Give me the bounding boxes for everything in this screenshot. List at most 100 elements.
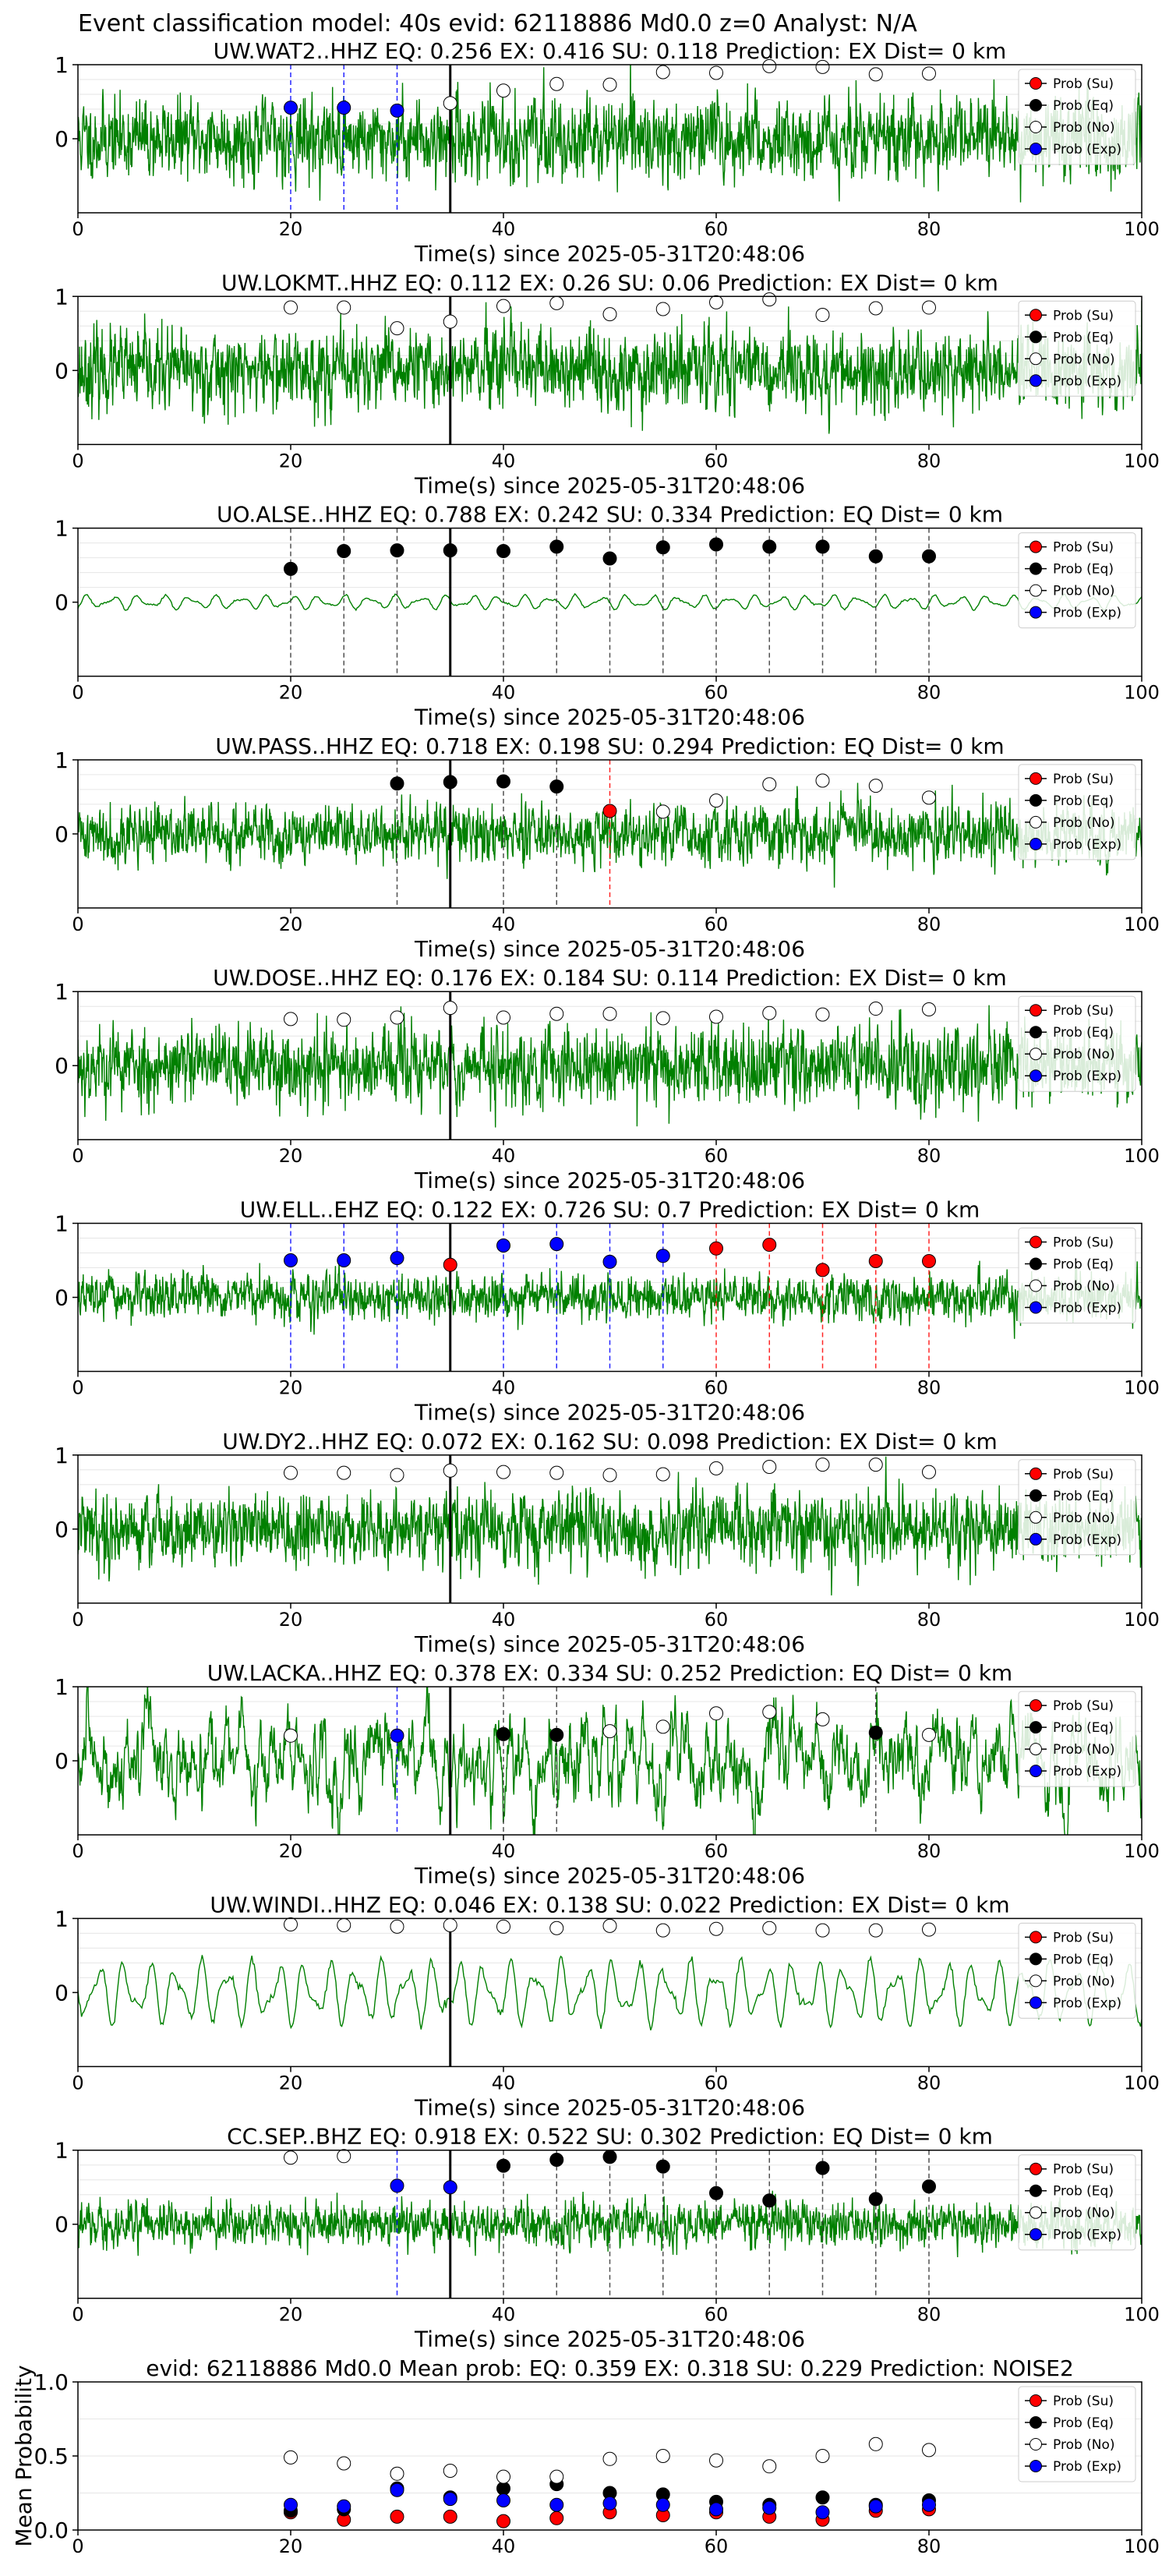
prob-point-no: [602, 1006, 617, 1021]
prob-point-no: [815, 1007, 830, 1022]
prob-point-eq: [496, 774, 510, 789]
prob-point-no: [868, 1458, 883, 1472]
legend-marker-no: [1029, 1048, 1042, 1061]
prob-point-no: [922, 66, 936, 81]
legend-marker-eq: [1029, 1489, 1042, 1502]
x-tick-label: 40: [492, 1840, 516, 1862]
x-tick-label: 80: [917, 1609, 941, 1631]
x-tick-label: 60: [705, 1609, 729, 1631]
prob-point-eq: [922, 549, 936, 564]
legend-label: Prob (No): [1053, 584, 1115, 599]
prob-point-exp: [496, 1239, 510, 1253]
mean-point-no: [549, 2469, 564, 2484]
x-tick-label: 0: [72, 2535, 83, 2557]
x-tick-label: 60: [705, 218, 729, 240]
legend-marker-su: [1029, 1931, 1042, 1944]
x-tick-label: 20: [279, 913, 303, 935]
prob-point-no: [922, 300, 936, 315]
mean-point-no: [443, 2464, 457, 2478]
x-tick-label: 100: [1124, 1377, 1160, 1399]
prob-point-no: [443, 1001, 457, 1016]
prob-point-no: [655, 1467, 670, 1482]
legend-label: Prob (Eq): [1053, 2184, 1114, 2200]
legend-label: Prob (Exp): [1053, 606, 1121, 621]
x-tick-label: 20: [279, 2304, 303, 2326]
legend-label: Prob (No): [1053, 1742, 1115, 1758]
mean-point-eq: [815, 2490, 830, 2505]
x-tick-label: 0: [72, 913, 83, 935]
prob-point-su: [602, 804, 617, 818]
prob-point-no: [762, 292, 777, 307]
prob-point-no: [868, 779, 883, 793]
legend: Prob (Su) Prob (Eq) Prob (No) Prob (Exp): [1018, 764, 1136, 860]
prob-point-eq: [284, 561, 298, 576]
x-tick-label: 20: [279, 1609, 303, 1631]
prob-point-no: [549, 1921, 564, 1935]
prob-point-eq: [443, 775, 457, 790]
x-tick-label: 60: [705, 450, 729, 472]
legend-label: Prob (No): [1053, 1279, 1115, 1295]
y-tick-label: 0: [55, 1748, 69, 1774]
mean-point-exp: [496, 2493, 510, 2507]
legend-marker-no: [1029, 1511, 1042, 1524]
legend-marker-exp: [1029, 143, 1042, 155]
prob-point-exp: [337, 1253, 351, 1267]
prob-point-no: [868, 301, 883, 316]
legend-marker-no: [1029, 352, 1042, 366]
panel-title: UW.WINDI..HHZ EQ: 0.046 EX: 0.138 SU: 0.…: [210, 1892, 1009, 1917]
legend-marker-eq: [1029, 330, 1042, 344]
station-panel: UW.DOSE..HHZ EQ: 0.176 EX: 0.184 SU: 0.1…: [55, 965, 1160, 1193]
x-tick-label: 0: [72, 2072, 83, 2094]
prob-point-no: [655, 1719, 670, 1734]
mean-point-su: [443, 2509, 457, 2524]
y-tick-label: 1: [55, 747, 69, 773]
y-axis-label: Mean Probability: [11, 2365, 37, 2546]
x-tick-label: 100: [1124, 1145, 1160, 1167]
x-tick-label: 20: [279, 682, 303, 704]
panel-title: UW.WAT2..HHZ EQ: 0.256 EX: 0.416 SU: 0.1…: [214, 38, 1007, 64]
x-tick-label: 60: [705, 2304, 729, 2326]
x-tick-label: 60: [705, 2535, 729, 2557]
legend-box: [1018, 764, 1136, 860]
x-tick-label: 40: [492, 450, 516, 472]
y-tick-label: 0: [55, 2212, 69, 2238]
legend-box: [1018, 2386, 1136, 2482]
prob-point-eq: [655, 540, 670, 555]
legend-label: Prob (No): [1053, 2206, 1115, 2221]
x-tick-label: 40: [492, 1609, 516, 1631]
prob-point-no: [390, 1010, 404, 1025]
prob-point-no: [815, 1712, 830, 1726]
prob-point-no: [496, 83, 510, 98]
legend-label: Prob (Su): [1053, 1467, 1114, 1482]
prob-point-no: [284, 1465, 298, 1480]
prob-point-no: [443, 96, 457, 111]
legend-label: Prob (Su): [1053, 2162, 1114, 2178]
legend-label: Prob (Eq): [1053, 2415, 1114, 2431]
y-tick-label: 1: [55, 979, 69, 1005]
prob-point-no: [655, 1923, 670, 1938]
legend-label: Prob (Su): [1053, 76, 1114, 92]
y-tick-label: 0.0: [34, 2518, 69, 2543]
prob-point-eq: [868, 1726, 883, 1740]
legend-box: [1018, 1459, 1136, 1556]
prob-point-no: [284, 1012, 298, 1027]
legend-marker-eq: [1029, 99, 1042, 111]
station-panel: UW.LACKA..HHZ EQ: 0.378 EX: 0.334 SU: 0.…: [55, 1660, 1160, 1889]
prob-point-eq: [390, 776, 404, 791]
legend-box: [1018, 2154, 1136, 2251]
legend-label: Prob (Exp): [1053, 1301, 1121, 1316]
legend: Prob (Su) Prob (Eq) Prob (No) Prob (Exp): [1018, 1922, 1136, 2019]
waveform-trace: [78, 1456, 1142, 1595]
mean-point-exp: [868, 2499, 883, 2514]
legend-label: Prob (Exp): [1053, 1995, 1121, 2011]
legend-label: Prob (Su): [1053, 1930, 1114, 1945]
mean-point-exp: [443, 2492, 457, 2507]
legend-label: Prob (No): [1053, 1511, 1115, 1526]
mean-point-exp: [709, 2502, 723, 2517]
mean-point-exp: [922, 2497, 936, 2512]
prob-point-no: [815, 1923, 830, 1938]
legend-marker-su: [1029, 309, 1042, 322]
y-tick-label: 1: [55, 2138, 69, 2164]
legend-label: Prob (Exp): [1053, 142, 1121, 157]
legend-label: Prob (Su): [1053, 1003, 1114, 1019]
